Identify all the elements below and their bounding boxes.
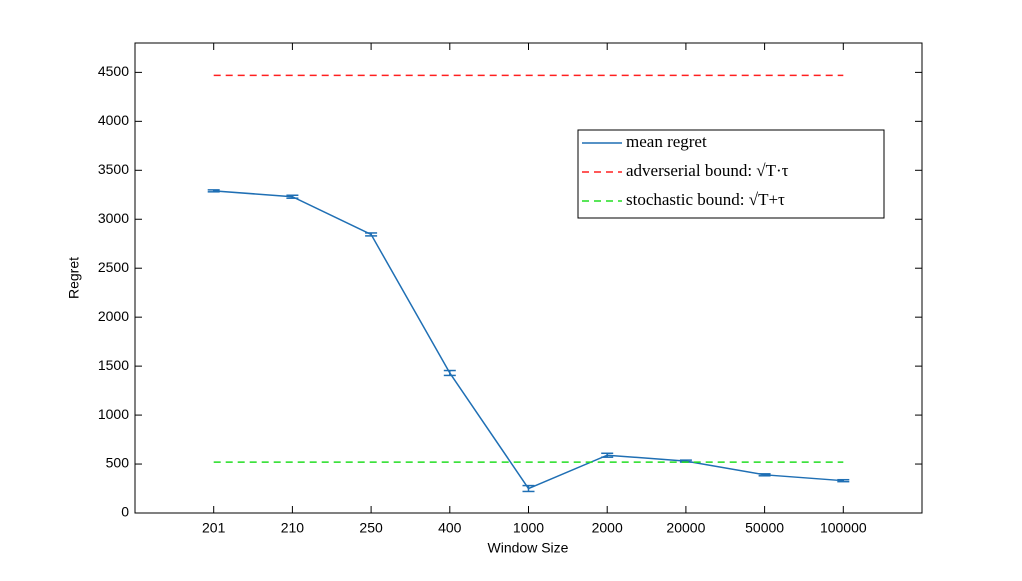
series-line (213, 190, 844, 490)
plot-frame (134, 42, 923, 514)
x-tick-label: 250 (359, 520, 383, 536)
legend-label: mean regret (626, 132, 707, 151)
y-tick-label: 3000 (98, 210, 129, 226)
legend: mean regret adverserial bound: √T·τ stocha… (577, 129, 885, 219)
legend-box (577, 129, 885, 219)
y-tick-label: 3500 (98, 161, 129, 177)
y-tick-label: 2000 (98, 308, 129, 324)
x-tick-label: 400 (438, 520, 462, 536)
x-tick-label: 201 (202, 520, 226, 536)
y-tick-label: 0 (121, 504, 129, 520)
x-tick-label: 1000 (513, 520, 544, 536)
x-tick-label: 210 (281, 520, 305, 536)
error-bar (286, 194, 299, 199)
y-tick-label: 500 (106, 455, 130, 471)
error-bar (443, 369, 456, 377)
y-tick-label: 1500 (98, 357, 129, 373)
y-axis-label: Regret (66, 257, 82, 299)
error-bar (601, 452, 614, 458)
x-tick-label: 50000 (745, 520, 784, 536)
x-axis-label: Window Size (488, 540, 569, 556)
x-tick-label: 20000 (666, 520, 705, 536)
y-tick-label: 1000 (98, 406, 129, 422)
y-tick-label: 4500 (98, 63, 129, 79)
error-bar (758, 473, 771, 477)
y-tick-label: 2500 (98, 259, 129, 275)
legend-label: stochastic bound: √T+τ (626, 190, 785, 209)
error-bar (837, 478, 850, 483)
x-tick-label: 100000 (820, 520, 867, 536)
error-bar (522, 484, 535, 493)
error-bar (365, 232, 378, 237)
x-tick-label: 2000 (592, 520, 623, 536)
y-tick-label: 4000 (98, 112, 129, 128)
error-bar (207, 189, 220, 193)
legend-label: adverserial bound: √T·τ (626, 161, 789, 180)
